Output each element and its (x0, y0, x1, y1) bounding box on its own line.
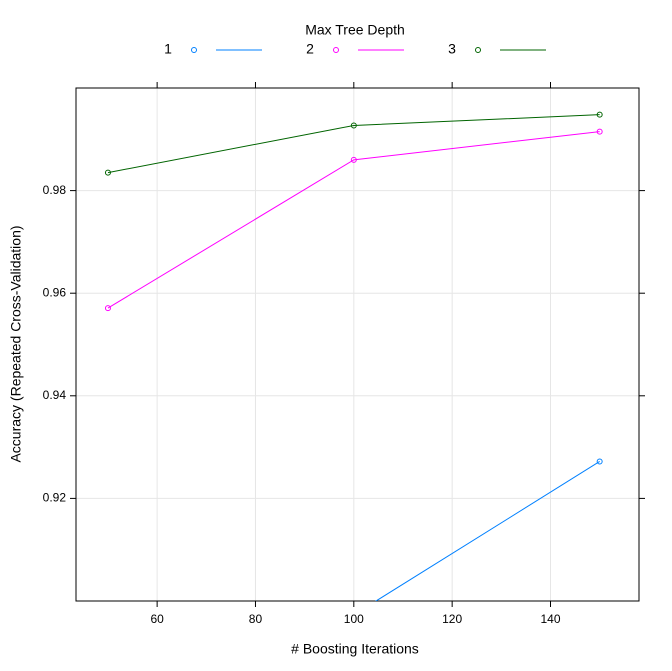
plot-area (104, 111, 603, 601)
y-tick-label: 0.94 (43, 388, 67, 402)
legend-marker (333, 47, 339, 53)
series-line (375, 461, 600, 601)
point (596, 128, 603, 135)
point (596, 111, 603, 118)
legend-marker (191, 47, 197, 53)
legend-label: 3 (448, 41, 456, 57)
legend-title: Max Tree Depth (305, 22, 405, 38)
y-tick-label: 0.96 (43, 285, 67, 299)
x-tick-label: 120 (442, 612, 462, 626)
legend-label: 1 (164, 41, 172, 57)
legend-marker (475, 47, 481, 53)
x-tick-label: 100 (344, 612, 364, 626)
point (350, 156, 357, 163)
y-axis-title: Accuracy (Repeated Cross-Validation) (8, 225, 24, 462)
point (104, 169, 111, 176)
x-tick-label: 140 (540, 612, 560, 626)
legend-label: 2 (306, 41, 314, 57)
series-line (107, 131, 600, 309)
y-tick-label: 0.92 (43, 491, 67, 505)
plot-frame (75, 87, 640, 602)
series-line (107, 114, 600, 174)
x-axis-title: # Boosting Iterations (291, 641, 419, 657)
y-tick-label: 0.98 (43, 183, 67, 197)
point (350, 122, 357, 129)
x-tick-label: 80 (249, 612, 263, 626)
x-tick-label: 60 (150, 612, 164, 626)
point (596, 458, 603, 465)
point (104, 305, 111, 312)
